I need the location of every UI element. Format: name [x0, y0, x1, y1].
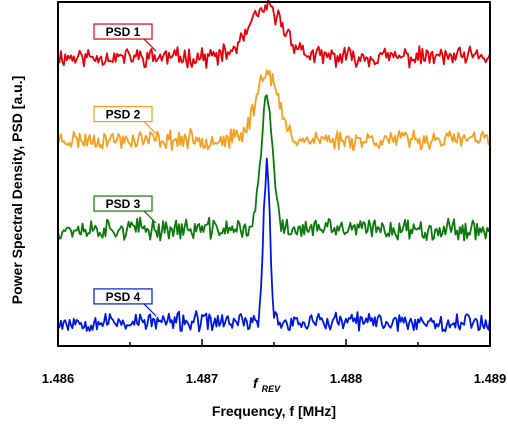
series-label-callout [143, 303, 157, 317]
series-label-psd-4: PSD 4 [93, 288, 157, 317]
x-axis: 1.486 1.487 1.488 1.489 [42, 339, 507, 386]
series-label-text: PSD 3 [106, 197, 141, 211]
series-label-callout [143, 210, 157, 224]
series-label-psd-2: PSD 2 [93, 105, 157, 135]
series-label-box [93, 195, 153, 212]
series-label-text: PSD 4 [106, 290, 141, 304]
series-label-callout [143, 121, 157, 135]
series-layer [57, 0, 491, 333]
series-label-psd-1: PSD 1 [93, 23, 157, 52]
x-tick-label: 1.487 [186, 371, 219, 386]
series-line-psd-4 [57, 157, 491, 333]
series-label-text: PSD 1 [106, 25, 141, 39]
x-tick-label: 1.489 [474, 371, 507, 386]
y-axis-title: Power Spectral Density, PSD [a.u.] [9, 76, 25, 304]
series-label-box [93, 105, 153, 123]
series-label-text: PSD 2 [106, 108, 141, 122]
series-label-box [93, 23, 153, 40]
x-tick-label: 1.486 [42, 371, 75, 386]
series-label-box [93, 288, 153, 305]
series-line-psd-2 [57, 69, 491, 152]
series-label-callout [143, 38, 157, 52]
x-tick-label: 1.488 [330, 371, 363, 386]
frev-marker-label: f REV [253, 375, 281, 394]
series-label-psd-3: PSD 3 [93, 195, 157, 224]
legend-labels: PSD 1 PSD 2 PSD 3 PSD 4 [93, 23, 157, 317]
x-axis-title: Frequency, f [MHz] [212, 403, 336, 419]
series-line-psd-1 [57, 0, 491, 69]
series-line-psd-3 [57, 94, 491, 242]
